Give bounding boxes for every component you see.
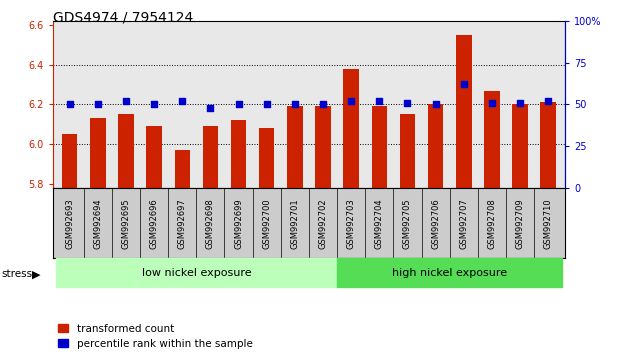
Text: GSM992697: GSM992697 [178, 198, 187, 249]
Bar [202, 126, 218, 188]
Point [402, 100, 412, 105]
Point [149, 102, 159, 107]
Bar [343, 69, 359, 188]
Text: high nickel exposure: high nickel exposure [392, 268, 507, 278]
Text: GSM992693: GSM992693 [65, 198, 74, 249]
Point [374, 98, 384, 104]
Point [290, 102, 300, 107]
Bar [90, 118, 106, 188]
Text: GSM992699: GSM992699 [234, 198, 243, 249]
Text: GSM992707: GSM992707 [460, 198, 468, 249]
Point [515, 100, 525, 105]
Text: GSM992694: GSM992694 [93, 198, 102, 249]
Text: GSM992701: GSM992701 [291, 198, 299, 249]
Text: GSM992703: GSM992703 [347, 198, 356, 249]
Point [65, 102, 75, 107]
Bar [540, 102, 556, 188]
Bar [62, 134, 78, 188]
Point [93, 102, 103, 107]
Legend: transformed count, percentile rank within the sample: transformed count, percentile rank withi… [58, 324, 253, 349]
Point [206, 105, 215, 110]
Point [346, 98, 356, 104]
Bar [56, 258, 337, 287]
Point [543, 98, 553, 104]
Bar [400, 114, 415, 188]
Bar [147, 126, 162, 188]
Point [178, 98, 188, 104]
Text: GSM992704: GSM992704 [375, 198, 384, 249]
Text: GSM992700: GSM992700 [262, 198, 271, 249]
Bar [259, 128, 274, 188]
Text: GSM992705: GSM992705 [403, 198, 412, 249]
Text: GSM992696: GSM992696 [150, 198, 158, 249]
Bar [428, 104, 443, 188]
Bar [512, 104, 528, 188]
Point [459, 82, 469, 87]
Text: GDS4974 / 7954124: GDS4974 / 7954124 [53, 11, 193, 25]
Point [233, 102, 243, 107]
Bar [456, 35, 471, 188]
Bar [315, 107, 331, 188]
Text: stress: stress [2, 269, 33, 279]
Bar [484, 91, 500, 188]
Point [318, 102, 328, 107]
Point [430, 102, 440, 107]
Point [262, 102, 272, 107]
Text: GSM992695: GSM992695 [122, 198, 130, 249]
Point [121, 98, 131, 104]
Bar [231, 120, 247, 188]
Text: GSM992710: GSM992710 [544, 198, 553, 249]
Text: ▶: ▶ [32, 269, 41, 279]
Bar [287, 107, 302, 188]
Text: GSM992708: GSM992708 [487, 198, 496, 249]
Text: GSM992706: GSM992706 [431, 198, 440, 249]
Bar [337, 258, 562, 287]
Text: GSM992698: GSM992698 [206, 198, 215, 249]
Bar [118, 114, 134, 188]
Text: low nickel exposure: low nickel exposure [142, 268, 251, 278]
Point [487, 100, 497, 105]
Bar [371, 107, 387, 188]
Text: GSM992709: GSM992709 [515, 198, 525, 249]
Text: GSM992702: GSM992702 [319, 198, 327, 249]
Bar [175, 150, 190, 188]
